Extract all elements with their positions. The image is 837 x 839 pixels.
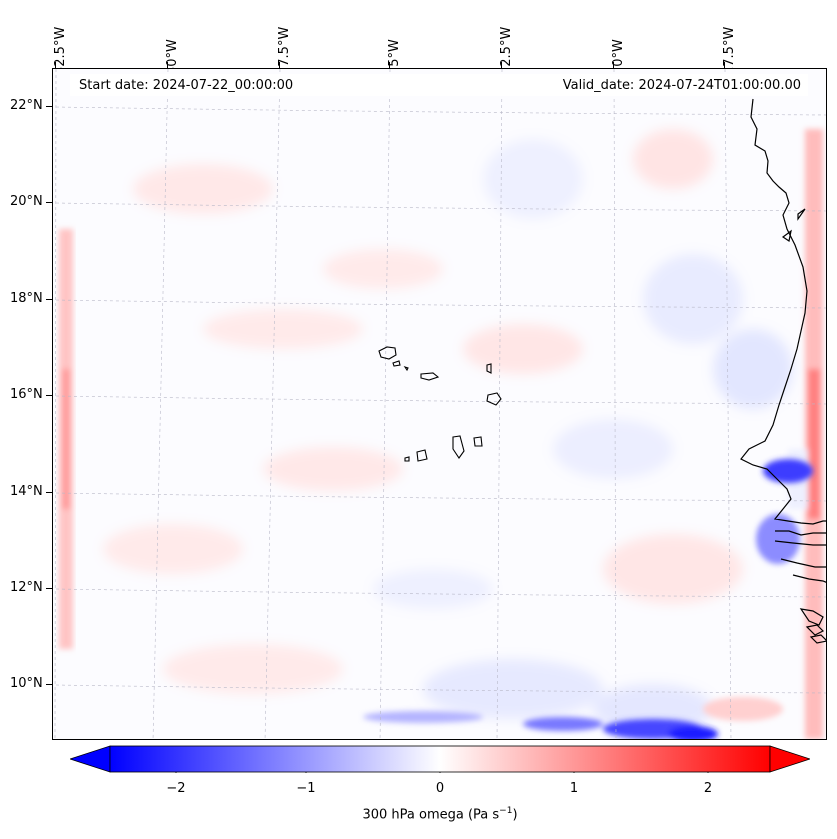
colorbar-title: 300 hPa omega (Pa s−1) [0, 806, 837, 822]
lat-tick [46, 299, 52, 300]
colorbar-extend-max [769, 745, 812, 773]
west-edge-band [59, 229, 73, 649]
strong-ascent-features [363, 459, 813, 739]
colorbar-title-close: ) [512, 807, 518, 823]
island-brava [404, 456, 410, 462]
lat-label-20n: 20°N [10, 194, 43, 209]
lat-label-22n: 22°N [10, 98, 43, 113]
lon-tick [501, 62, 502, 68]
island-sal [486, 363, 492, 374]
lat-tick [46, 106, 52, 107]
lat-tick [46, 395, 52, 396]
graticule [54, 69, 826, 739]
colorbar-tick-label: 0 [435, 781, 445, 796]
colorbar [68, 745, 812, 777]
omega-field-map [53, 69, 826, 739]
lon-tick [55, 62, 56, 68]
lat-label-10n: 10°N [10, 676, 43, 691]
lon-tick [613, 62, 614, 68]
island-santiago [452, 435, 465, 459]
island-sao-vicente [392, 360, 401, 367]
lat-tick [46, 202, 52, 203]
lat-label-12n: 12°N [10, 580, 43, 595]
lon-tick [724, 62, 725, 68]
african-coastline [740, 98, 826, 644]
colorbar-tick-label: −2 [166, 781, 186, 796]
lon-tick [279, 62, 280, 68]
lat-label-14n: 14°N [10, 484, 43, 499]
island-boa-vista [486, 392, 502, 406]
colorbar-tick-label: 2 [703, 781, 713, 796]
colorbar-title-exponent: −1 [499, 806, 513, 816]
colorbar-tick-label: 1 [569, 781, 579, 796]
colorbar-graphic [68, 745, 812, 777]
start-date-label: Start date: 2024-07-22_00:00:00 [79, 78, 294, 93]
omega-shading [53, 69, 826, 739]
island-santa-luzia [403, 365, 409, 372]
lon-tick [167, 62, 168, 68]
east-edge-band [788, 129, 823, 739]
lon-tick [389, 62, 390, 68]
lat-label-18n: 18°N [10, 291, 43, 306]
map-panel[interactable] [52, 68, 827, 740]
island-maio [473, 436, 483, 447]
colorbar-title-text: 300 hPa omega (Pa s [362, 807, 500, 823]
lat-tick [46, 588, 52, 589]
island-fogo [416, 449, 428, 462]
lat-tick [46, 492, 52, 493]
lat-label-16n: 16°N [10, 387, 43, 402]
lat-tick [46, 684, 52, 685]
valid-date-label: Valid_date: 2024-07-24T01:00:00.00 [562, 78, 801, 93]
colorbar-tick-label: −1 [296, 781, 316, 796]
cape-verde-islands [378, 346, 502, 462]
island-sao-nicolau [420, 372, 440, 381]
colorbar-gradient [109, 745, 771, 773]
island-santo-antao [378, 346, 397, 360]
colorbar-extend-min [68, 745, 111, 773]
info-bar: Start date: 2024-07-22_00:00:00 Valid_da… [70, 74, 808, 96]
